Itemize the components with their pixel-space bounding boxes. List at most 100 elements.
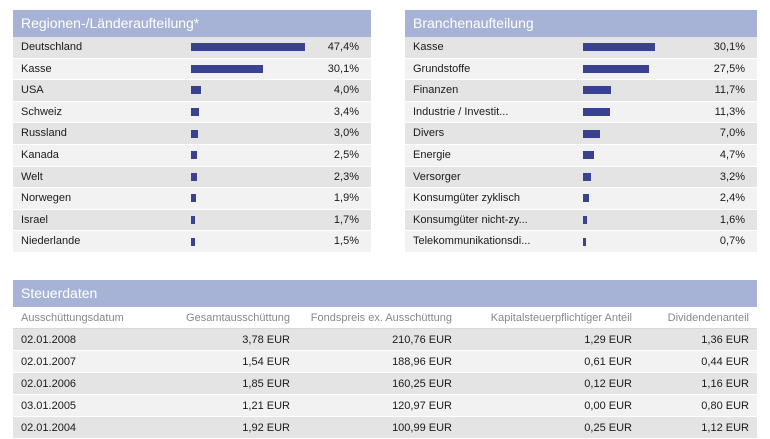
allocation-row: Israel 1,7% xyxy=(13,209,371,232)
allocation-value: 2,5% xyxy=(333,148,359,161)
allocation-row: Kasse 30,1% xyxy=(405,37,757,59)
allocation-bar xyxy=(191,86,201,95)
allocation-value: 1,7% xyxy=(333,213,359,226)
allocation-row: Russland 3,0% xyxy=(13,123,371,145)
allocation-label: Kasse xyxy=(21,62,52,75)
sectors-panel: Branchenaufteilung Kasse 30,1% Grundstoffe… xyxy=(405,10,757,253)
regions-list: Deutschland 47,4% Kasse 30,1% USA 4,0% Schweiz… xyxy=(13,37,371,253)
allocation-bar xyxy=(191,237,195,246)
allocation-row: Kasse 30,1% xyxy=(13,58,371,81)
allocation-label: Konsumgüter zyklisch xyxy=(413,192,520,205)
allocation-value: 11,7% xyxy=(714,84,745,97)
column-header-dividend: Dividendenanteil xyxy=(640,307,757,329)
allocation-bar xyxy=(191,64,264,73)
date-cell: 02.01.2008 xyxy=(13,328,163,351)
allocation-label: Industrie / Investit... xyxy=(413,105,509,118)
allocation-label: Deutschland xyxy=(21,41,83,53)
allocation-label: Russland xyxy=(21,127,67,140)
allocation-bar xyxy=(583,108,611,117)
allocation-value: 11,3% xyxy=(714,105,745,118)
allocation-label: Finanzen xyxy=(413,84,459,97)
allocation-bar-track xyxy=(191,145,321,166)
allocation-value: 47,4% xyxy=(327,41,359,53)
dividend-cell: 1,36 EUR xyxy=(640,328,757,351)
allocation-row: Welt 2,3% xyxy=(13,166,371,189)
taxable-cell: 0,25 EUR xyxy=(460,416,640,439)
allocation-row: Grundstoffe 27,5% xyxy=(405,58,757,81)
date-cell: 02.01.2004 xyxy=(13,416,163,439)
allocation-bar-track xyxy=(583,167,713,188)
allocation-bar-track xyxy=(583,231,713,252)
tax-row: 02.01.2004 1,92 EUR 100,99 EUR 0,25 EUR 1,12… xyxy=(13,416,757,439)
column-header-date: Ausschüttungsdatum xyxy=(13,307,163,329)
allocation-label: USA xyxy=(21,84,44,97)
allocation-value: 3,4% xyxy=(333,105,359,118)
allocation-value: 1,6% xyxy=(719,213,745,226)
allocation-bar xyxy=(191,129,199,138)
total-cell: 1,85 EUR xyxy=(163,372,298,395)
allocation-row: Konsumgüter zyklisch 2,4% xyxy=(405,188,757,210)
tax-row: 02.01.2008 3,78 EUR 210,76 EUR 1,29 EUR 1,36… xyxy=(13,328,757,351)
column-header-price: Fondspreis ex. Ausschüttung xyxy=(298,307,460,329)
allocation-bar-track xyxy=(191,37,321,58)
allocation-value: 1,9% xyxy=(333,192,359,205)
allocation-row: Energie 4,7% xyxy=(405,144,757,167)
allocation-bar xyxy=(191,151,197,160)
price-cell: 210,76 EUR xyxy=(298,328,460,351)
allocation-row: Deutschland 47,4% xyxy=(13,37,371,59)
allocation-bar xyxy=(583,43,656,52)
allocation-value: 27,5% xyxy=(713,62,745,75)
allocation-row: Norwegen 1,9% xyxy=(13,188,371,210)
regions-panel: Regionen-/Länderaufteilung* Deutschland 4… xyxy=(13,10,371,253)
taxable-cell: 1,29 EUR xyxy=(460,328,640,351)
price-cell: 100,99 EUR xyxy=(298,416,460,439)
allocation-row: Konsumgüter nicht-zy... 1,6% xyxy=(405,209,757,232)
allocation-value: 30,1% xyxy=(327,62,359,75)
allocation-row: Finanzen 11,7% xyxy=(405,80,757,102)
tax-row: 02.01.2007 1,54 EUR 188,96 EUR 0,61 EUR 0,44… xyxy=(13,350,757,373)
allocation-value: 0,7% xyxy=(719,235,745,248)
total-cell: 1,21 EUR xyxy=(163,394,298,417)
sectors-title: Branchenaufteilung xyxy=(405,10,757,37)
tax-panel: Steuerdaten Ausschüttungsdatum Gesamtaus… xyxy=(13,280,757,439)
allocation-row: Industrie / Investit... 11,3% xyxy=(405,101,757,124)
date-cell: 03.01.2005 xyxy=(13,394,163,417)
allocation-bar-track xyxy=(191,123,321,144)
allocation-bar-track xyxy=(191,80,321,101)
allocation-value: 1,5% xyxy=(333,235,359,248)
total-cell: 1,54 EUR xyxy=(163,350,298,373)
allocation-label: Divers xyxy=(413,127,445,140)
allocation-bar xyxy=(583,194,589,203)
allocation-label: Konsumgüter nicht-zy... xyxy=(413,213,528,226)
dividend-cell: 1,16 EUR xyxy=(640,372,757,395)
date-cell: 02.01.2006 xyxy=(13,372,163,395)
allocation-bar xyxy=(191,172,197,181)
allocation-bar xyxy=(583,172,591,181)
allocation-row: Niederlande 1,5% xyxy=(13,231,371,253)
allocation-label: Kanada xyxy=(21,148,59,161)
allocation-label: Israel xyxy=(21,213,48,226)
allocation-label: Welt xyxy=(21,170,43,183)
allocation-value: 30,1% xyxy=(713,41,745,53)
allocation-label: Energie xyxy=(413,148,451,161)
regions-title: Regionen-/Länderaufteilung* xyxy=(13,10,371,37)
allocation-row: Schweiz 3,4% xyxy=(13,101,371,124)
allocation-bar xyxy=(583,216,587,225)
allocation-value: 2,3% xyxy=(333,170,359,183)
allocation-bar-track xyxy=(191,102,321,123)
tax-header-row: Ausschüttungsdatum Gesamtausschüttung Fo… xyxy=(13,307,757,329)
sectors-list: Kasse 30,1% Grundstoffe 27,5% Finanzen 11,7% I… xyxy=(405,37,757,253)
allocation-bar xyxy=(583,86,612,95)
allocation-label: Norwegen xyxy=(21,192,72,205)
allocation-bar-track xyxy=(583,37,713,58)
allocation-row: Telekommunikationsdi... 0,7% xyxy=(405,231,757,253)
allocation-bar-track xyxy=(583,188,713,209)
dividend-cell: 0,44 EUR xyxy=(640,350,757,373)
allocation-bar-track xyxy=(583,145,713,166)
allocation-bar-track xyxy=(191,210,321,231)
allocation-bar-track xyxy=(583,102,713,123)
tax-body: 02.01.2008 3,78 EUR 210,76 EUR 1,29 EUR 1,36… xyxy=(13,328,757,439)
allocation-bar-track xyxy=(583,210,713,231)
allocation-label: Telekommunikationsdi... xyxy=(413,235,531,248)
total-cell: 1,92 EUR xyxy=(163,416,298,439)
